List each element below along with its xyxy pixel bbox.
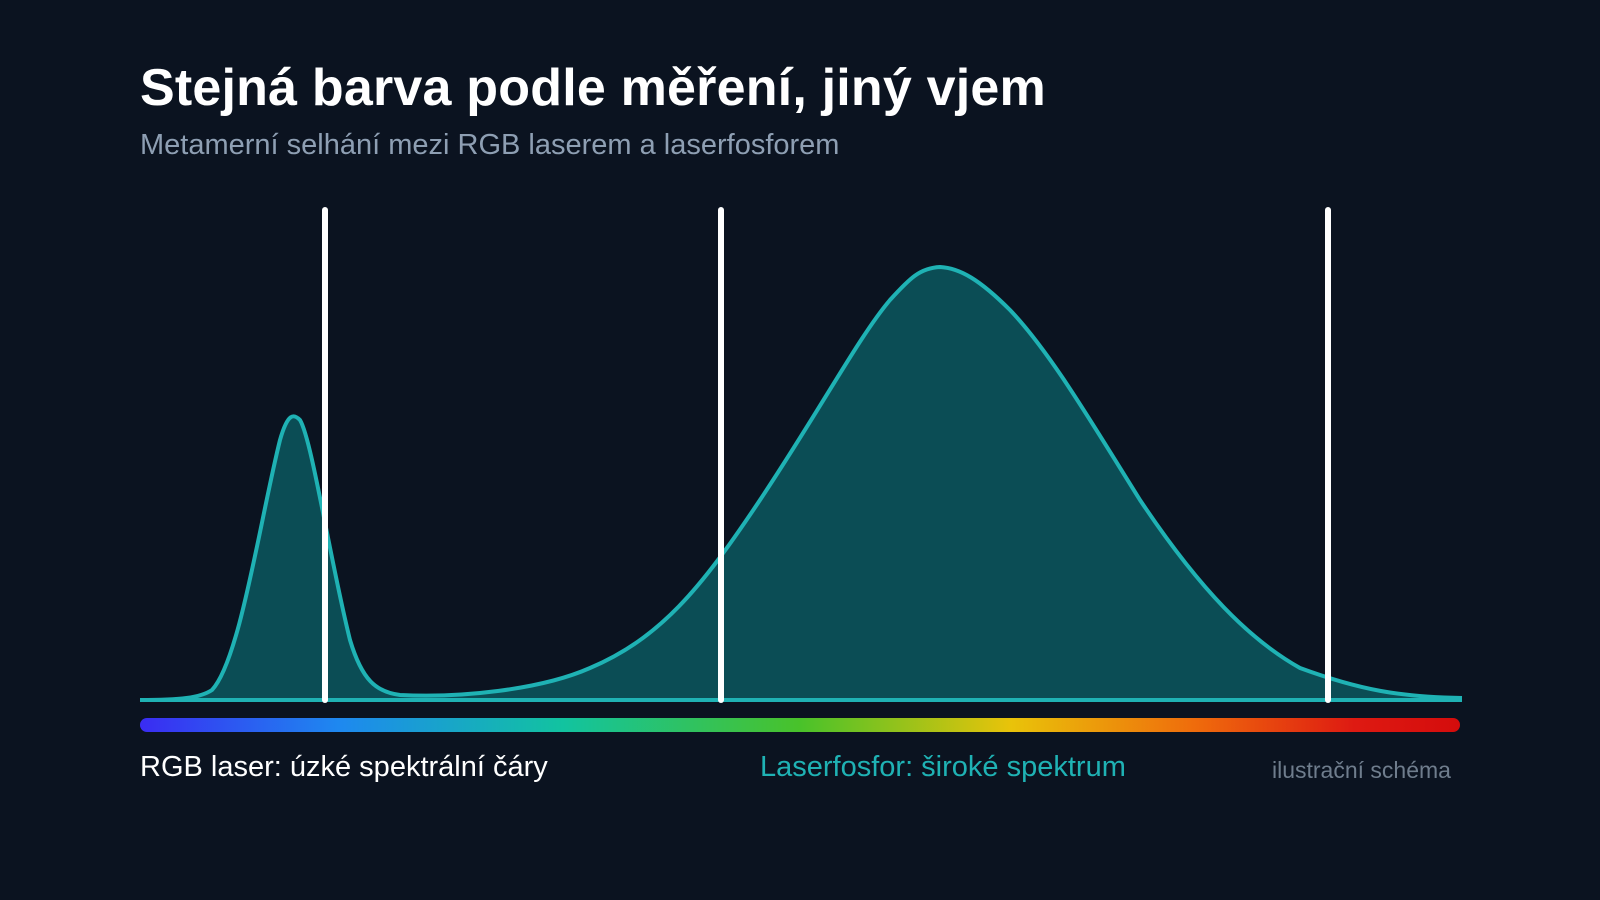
laser-phosphor-label: Laserfosfor: široké spektrum: [760, 751, 1126, 783]
illustration-note: ilustrační schéma: [1272, 757, 1451, 783]
visible-spectrum-bar: [140, 718, 1460, 732]
rgb-laser-label: RGB laser: úzké spektrální čáry: [140, 751, 548, 783]
phosphor-spectrum-curve: [139, 265, 1463, 702]
page-subtitle: Metamerní selhání mezi RGB laserem a las…: [140, 129, 840, 161]
page-title: Stejná barva podle měření, jiný vjem: [140, 59, 1046, 117]
phosphor-spectrum-fill: [140, 267, 1462, 700]
